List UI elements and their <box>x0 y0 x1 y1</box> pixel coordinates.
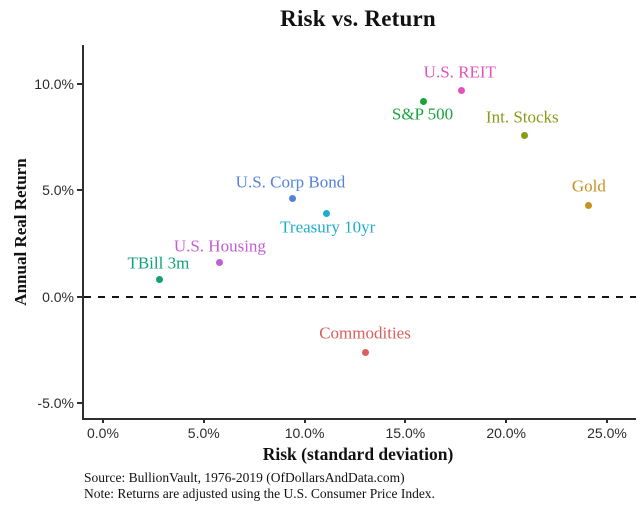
chart-footnotes: Source: BullionVault, 1976-2019 (OfDolla… <box>84 470 435 501</box>
x-tick-mark <box>605 418 608 423</box>
y-tick-mark <box>77 83 82 86</box>
x-tick-mark <box>303 418 306 423</box>
y-tick-mark <box>77 402 82 405</box>
x-tick-label: 5.0% <box>187 425 220 441</box>
x-tick-label: 15.0% <box>385 425 426 441</box>
x-tick-mark <box>202 418 205 423</box>
data-point-dot <box>288 195 296 203</box>
y-tick-mark <box>77 295 82 298</box>
y-tick-mark <box>77 189 82 192</box>
data-point-dot <box>323 210 331 218</box>
data-point-label: Treasury 10yr <box>280 217 376 237</box>
x-tick-mark <box>101 418 104 423</box>
data-point-label: Int. Stocks <box>485 107 559 127</box>
data-point-label: S&P 500 <box>391 104 454 124</box>
plot-area: TBill 3m U.S. Housing U.S. Corp Bond Treasu… <box>82 45 636 420</box>
data-point-dot <box>520 131 528 139</box>
data-point-dot <box>458 87 466 94</box>
data-point-dot <box>585 201 593 209</box>
x-tick-mark <box>404 418 407 423</box>
x-tick-label: 10.0% <box>284 425 325 441</box>
data-point-dot <box>155 276 163 284</box>
x-tick-label: 0.0% <box>86 425 119 441</box>
cpi-note: Note: Returns are adjusted using the U.S… <box>84 485 435 501</box>
x-axis-title: Risk (standard deviation) <box>262 444 454 464</box>
chart-title: Risk vs. Return <box>280 6 436 31</box>
y-tick-label: 5.0% <box>42 182 74 199</box>
y-tick-label: 0.0% <box>42 288 74 305</box>
zero-reference-line <box>84 295 636 298</box>
data-point-label: Gold <box>571 176 606 196</box>
data-point-label: U.S. Housing <box>173 236 266 256</box>
data-point-label: TBill 3m <box>127 253 190 273</box>
x-tick-label: 25.0% <box>587 425 627 441</box>
y-axis-title: Annual Real Return <box>11 158 30 306</box>
x-tick-label: 20.0% <box>486 425 527 441</box>
data-point-dot <box>216 259 224 267</box>
data-point-dot <box>361 348 369 356</box>
data-point-label: U.S. REIT <box>423 62 496 81</box>
x-tick-mark <box>505 418 508 423</box>
data-point-label: U.S. Corp Bond <box>235 172 346 192</box>
data-point-label: Commodities <box>319 323 411 343</box>
y-tick-label: -5.0% <box>37 395 74 412</box>
source-note: Source: BullionVault, 1976-2019 (OfDolla… <box>84 470 405 485</box>
y-tick-label: 10.0% <box>34 76 74 93</box>
data-point-dot <box>420 97 427 105</box>
